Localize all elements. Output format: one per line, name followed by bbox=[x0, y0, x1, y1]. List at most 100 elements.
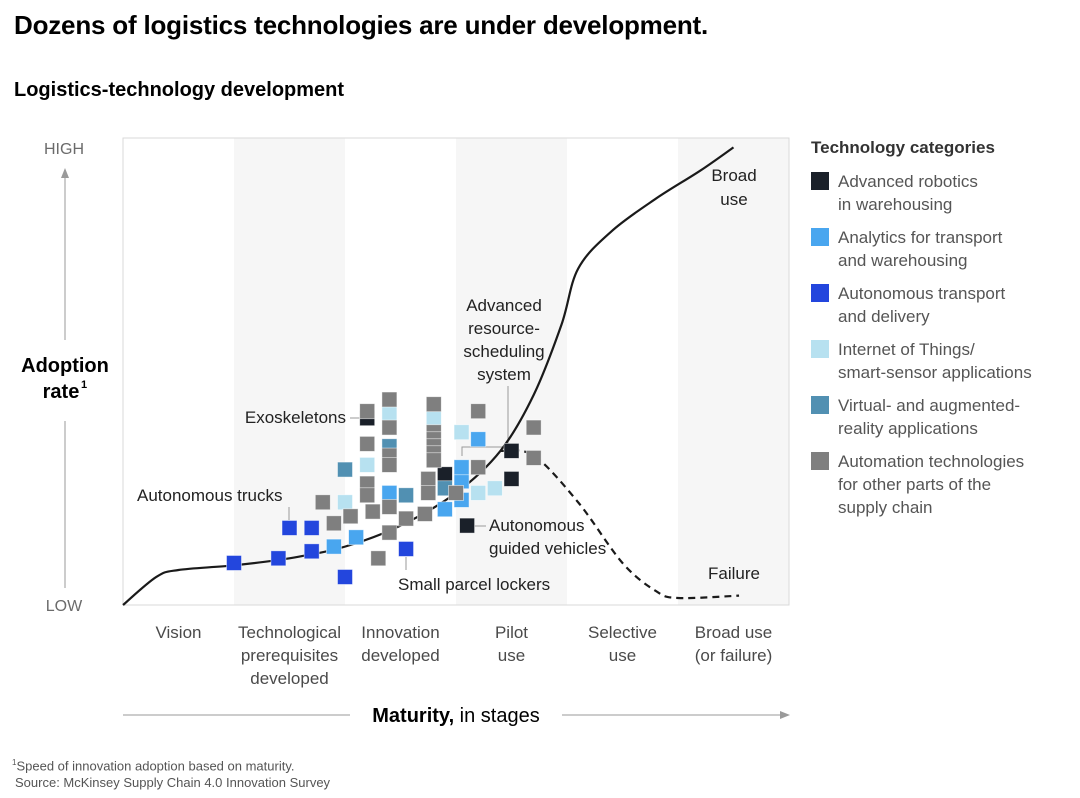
point-automation bbox=[525, 449, 542, 466]
annotation-autonomous-trucks: Autonomous trucks bbox=[137, 486, 283, 505]
annotation-exoskeletons: Exoskeletons bbox=[245, 408, 346, 427]
legend-swatch bbox=[811, 284, 829, 302]
x-stage-label: Broad use (or failure) bbox=[695, 623, 773, 665]
success-curve bbox=[122, 146, 735, 606]
annotation-resource-scheduling: Advanced resource-scheduling system bbox=[463, 296, 544, 384]
footnote-source: Source: McKinsey Supply Chain 4.0 Innova… bbox=[15, 775, 331, 791]
y-axis-arrow-icon bbox=[61, 168, 69, 178]
x-axis-label: Maturity, in stages bbox=[372, 705, 539, 727]
point-analytics bbox=[453, 459, 470, 476]
point-vrar bbox=[398, 487, 414, 504]
point-automation bbox=[525, 419, 542, 436]
point-automation bbox=[359, 487, 376, 504]
legend-item-autonomous: Autonomous transport and delivery bbox=[811, 284, 1006, 326]
point-robotics bbox=[503, 442, 520, 459]
point-autonomous bbox=[337, 569, 353, 585]
legend-swatch bbox=[811, 228, 829, 246]
legend-title: Technology categories bbox=[811, 138, 995, 157]
y-tick-high: HIGH bbox=[44, 141, 84, 158]
point-automation bbox=[425, 452, 442, 469]
point-automation bbox=[470, 459, 487, 476]
x-stage-label: Technological prerequisites developed bbox=[238, 623, 341, 688]
point-iot bbox=[337, 494, 353, 511]
x-stage-label: Pilot use bbox=[495, 623, 528, 665]
footnote-note: 1Speed of innovation adoption based on m… bbox=[12, 754, 330, 774]
annotation-parcel-lockers: Small parcel lockers bbox=[398, 575, 550, 594]
point-analytics bbox=[436, 501, 453, 518]
point-analytics bbox=[325, 538, 342, 555]
point-automation bbox=[359, 403, 376, 420]
legend-swatch bbox=[811, 172, 829, 190]
point-automation bbox=[314, 494, 331, 511]
point-autonomous bbox=[270, 550, 287, 567]
legend-label: Virtual- and augmented-reality applicati… bbox=[838, 396, 1020, 438]
point-autonomous bbox=[226, 555, 242, 571]
footnote: 1Speed of innovation adoption based on m… bbox=[12, 754, 330, 791]
curve-label-failure: Failure bbox=[708, 564, 760, 583]
point-automation bbox=[425, 396, 442, 413]
failure-curve bbox=[500, 449, 740, 600]
point-analytics bbox=[470, 431, 487, 448]
point-autonomous bbox=[303, 543, 320, 560]
stage-band bbox=[678, 138, 789, 605]
point-automation bbox=[381, 499, 398, 515]
legend-label: Internet of Things/smart-sensor applicat… bbox=[838, 340, 1032, 382]
x-axis-label-bold: Maturity, bbox=[372, 705, 454, 727]
point-automation bbox=[420, 485, 437, 501]
point-automation bbox=[448, 485, 464, 501]
point-iot bbox=[381, 405, 398, 422]
point-automation bbox=[381, 456, 398, 473]
point-automation bbox=[364, 503, 381, 520]
x-stage-label: Selective use bbox=[588, 623, 657, 665]
point-analytics bbox=[381, 485, 398, 501]
legend-swatch bbox=[811, 396, 829, 414]
point-vrar bbox=[337, 461, 353, 478]
point-autonomous bbox=[281, 520, 298, 536]
curve-label-broad-use: Broad use bbox=[711, 166, 756, 209]
y-axis-label-rate: rate bbox=[43, 381, 80, 403]
point-automation bbox=[398, 510, 414, 527]
legend-item-iot: Internet of Things/smart-sensor applicat… bbox=[811, 340, 1032, 382]
point-automation bbox=[470, 403, 487, 420]
point-automation bbox=[370, 550, 387, 567]
y-axis-label-line2: rate 1 bbox=[43, 379, 87, 403]
legend-swatch bbox=[811, 340, 829, 358]
point-autonomous bbox=[303, 520, 320, 536]
legend-label: Automation technologies for other parts o… bbox=[838, 452, 1024, 517]
point-robotics bbox=[436, 466, 453, 483]
annotation-agv: Autonomous guided vehicles bbox=[489, 516, 606, 558]
legend-label: Analytics for transport and warehousing bbox=[838, 228, 1003, 270]
y-tick-low: LOW bbox=[46, 598, 83, 615]
y-axis-label-text: Adoption bbox=[21, 355, 109, 377]
y-axis-label-superscript: 1 bbox=[81, 379, 87, 391]
point-automation bbox=[381, 391, 398, 408]
point-iot bbox=[470, 485, 487, 501]
point-automation bbox=[381, 419, 398, 436]
point-automation bbox=[420, 471, 437, 487]
footnote-marker: 1 bbox=[12, 758, 17, 767]
point-iot bbox=[453, 424, 470, 441]
point-iot bbox=[425, 410, 442, 427]
legend-item-vrar: Virtual- and augmented-reality applicati… bbox=[811, 396, 1020, 438]
x-stage-label: Innovation developed bbox=[361, 623, 439, 665]
point-iot bbox=[486, 480, 503, 497]
point-automation bbox=[342, 508, 359, 525]
plot-frame bbox=[122, 137, 790, 606]
point-iot bbox=[359, 456, 376, 473]
point-automation bbox=[381, 524, 398, 541]
footnote-note-text: Speed of innovation adoption based on ma… bbox=[16, 758, 295, 774]
legend-item-analytics: Analytics for transport and warehousing bbox=[811, 228, 1003, 270]
page-title: Dozens of logistics technologies are und… bbox=[14, 10, 709, 40]
x-axis-arrow-icon bbox=[780, 711, 790, 719]
x-axis-label-rest: in stages bbox=[454, 705, 540, 727]
chart-subtitle: Logistics-technology development bbox=[14, 79, 345, 101]
legend-label: Advanced robotics in warehousing bbox=[838, 172, 978, 214]
legend-item-robotics: Advanced robotics in warehousing bbox=[811, 172, 978, 214]
legend-item-automation: Automation technologies for other parts o… bbox=[811, 452, 1024, 517]
point-autonomous bbox=[398, 541, 414, 557]
point-robotics bbox=[503, 471, 520, 487]
point-automation bbox=[359, 435, 376, 452]
point-robotics bbox=[459, 517, 476, 534]
point-automation bbox=[417, 506, 433, 522]
